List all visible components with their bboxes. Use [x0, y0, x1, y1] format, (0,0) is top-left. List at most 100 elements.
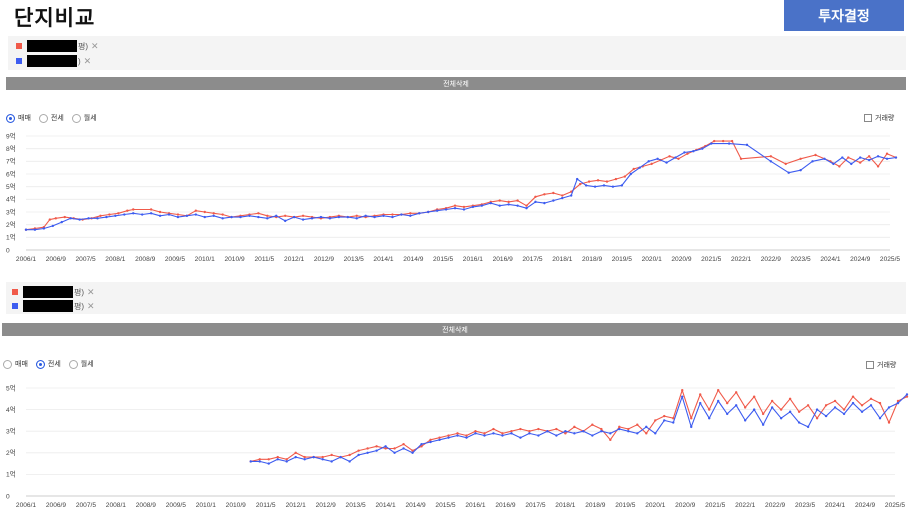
data-point[interactable]: [578, 182, 582, 186]
data-point[interactable]: [824, 414, 828, 418]
data-point[interactable]: [681, 388, 684, 392]
data-point[interactable]: [636, 423, 639, 426]
data-point[interactable]: [257, 215, 260, 219]
data-point[interactable]: [842, 408, 846, 411]
data-point[interactable]: [609, 432, 612, 435]
data-point[interactable]: [710, 142, 713, 145]
data-point[interactable]: [266, 214, 269, 217]
data-point[interactable]: [552, 199, 555, 202]
data-point[interactable]: [384, 447, 387, 450]
data-point[interactable]: [692, 150, 695, 153]
data-point[interactable]: [507, 200, 510, 204]
data-point[interactable]: [328, 217, 332, 220]
data-point[interactable]: [230, 215, 233, 219]
data-point[interactable]: [69, 217, 72, 220]
data-point[interactable]: [462, 208, 466, 211]
remove-series-close-icon[interactable]: ✕: [87, 286, 95, 297]
data-point[interactable]: [465, 436, 468, 439]
data-point[interactable]: [841, 156, 844, 159]
data-point[interactable]: [797, 421, 801, 424]
data-point[interactable]: [294, 455, 297, 459]
data-point[interactable]: [681, 395, 684, 398]
remove-series-close-icon[interactable]: ✕: [83, 55, 92, 66]
data-point[interactable]: [489, 201, 492, 205]
data-point[interactable]: [391, 215, 394, 219]
data-point[interactable]: [117, 212, 120, 215]
data-point[interactable]: [561, 194, 564, 197]
data-point[interactable]: [420, 445, 423, 448]
data-point[interactable]: [471, 205, 475, 209]
data-point[interactable]: [850, 162, 853, 166]
data-point[interactable]: [838, 165, 841, 168]
data-point[interactable]: [456, 434, 459, 437]
data-point[interactable]: [860, 404, 864, 407]
volume-checkbox[interactable]: 거래량: [866, 360, 896, 370]
data-point[interactable]: [366, 451, 369, 454]
data-point[interactable]: [885, 157, 889, 160]
data-point[interactable]: [859, 161, 862, 164]
data-point[interactable]: [797, 410, 801, 413]
data-point[interactable]: [686, 152, 689, 155]
data-point[interactable]: [444, 208, 448, 211]
data-point[interactable]: [815, 408, 819, 411]
data-point[interactable]: [203, 210, 206, 214]
data-point[interactable]: [284, 214, 287, 217]
data-point[interactable]: [203, 215, 206, 219]
data-point[interactable]: [623, 175, 627, 178]
data-point[interactable]: [456, 432, 459, 435]
data-point[interactable]: [638, 166, 641, 169]
data-point[interactable]: [799, 169, 802, 172]
data-point[interactable]: [573, 432, 576, 435]
data-point[interactable]: [632, 167, 635, 171]
data-point[interactable]: [537, 427, 540, 431]
data-point[interactable]: [438, 436, 441, 439]
data-point[interactable]: [573, 425, 576, 429]
data-point[interactable]: [48, 218, 52, 221]
data-point[interactable]: [420, 442, 423, 446]
data-point[interactable]: [887, 406, 891, 409]
data-point[interactable]: [885, 152, 889, 155]
data-point[interactable]: [770, 406, 774, 409]
data-point[interactable]: [348, 453, 351, 457]
data-point[interactable]: [221, 213, 224, 216]
clear-all-button[interactable]: 전체삭제: [6, 77, 906, 90]
data-point[interactable]: [743, 406, 747, 409]
data-point[interactable]: [285, 460, 288, 463]
data-point[interactable]: [364, 214, 367, 217]
data-point[interactable]: [727, 142, 731, 145]
data-point[interactable]: [301, 214, 305, 217]
data-point[interactable]: [867, 155, 871, 158]
data-point[interactable]: [629, 172, 632, 176]
data-point[interactable]: [429, 440, 432, 444]
data-point[interactable]: [752, 408, 756, 411]
data-point[interactable]: [239, 215, 242, 219]
radio-sale[interactable]: 매매: [6, 113, 31, 123]
data-point[interactable]: [275, 214, 278, 217]
data-point[interactable]: [663, 419, 666, 422]
data-point[interactable]: [555, 434, 558, 437]
data-point[interactable]: [683, 151, 686, 154]
data-point[interactable]: [373, 215, 376, 219]
data-point[interactable]: [321, 458, 324, 461]
data-point[interactable]: [806, 425, 810, 429]
data-point[interactable]: [833, 399, 837, 403]
data-point[interactable]: [564, 432, 567, 435]
data-point[interactable]: [654, 432, 657, 435]
data-point[interactable]: [570, 194, 573, 197]
data-point[interactable]: [276, 455, 279, 459]
data-point[interactable]: [896, 399, 900, 403]
invest-decision-button[interactable]: 투자결정: [784, 0, 904, 31]
radio-jeonse[interactable]: 전세: [35, 359, 61, 369]
data-point[interactable]: [248, 214, 251, 217]
data-point[interactable]: [266, 217, 269, 220]
data-point[interactable]: [516, 204, 519, 207]
data-point[interactable]: [761, 412, 765, 416]
data-point[interactable]: [346, 215, 349, 219]
data-point[interactable]: [713, 139, 716, 143]
data-point[interactable]: [788, 397, 792, 400]
data-point[interactable]: [167, 213, 171, 216]
data-point[interactable]: [132, 208, 135, 211]
data-point[interactable]: [708, 408, 711, 411]
data-point[interactable]: [330, 453, 333, 457]
data-point[interactable]: [427, 210, 430, 214]
